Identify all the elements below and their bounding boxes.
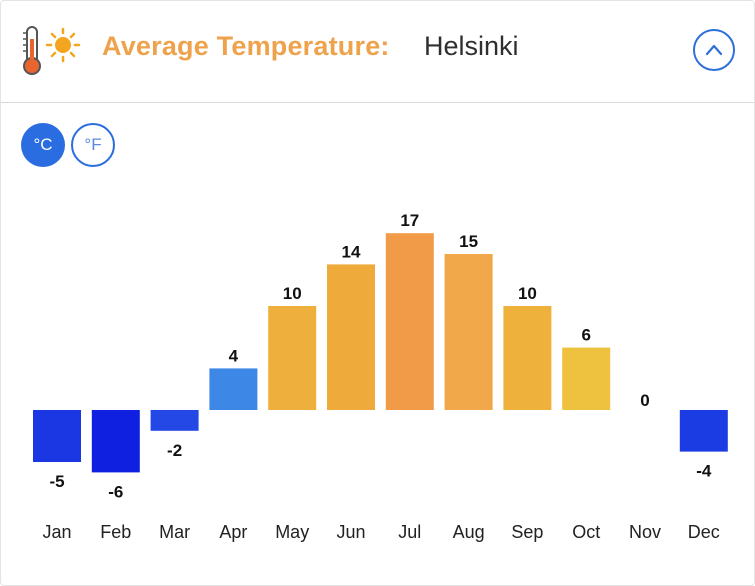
month-label-may: May (275, 522, 309, 542)
month-label-apr: Apr (219, 522, 247, 542)
bar-dec (679, 410, 728, 452)
month-label-jul: Jul (398, 522, 421, 542)
chevron-up-icon (705, 44, 723, 56)
month-label-aug: Aug (453, 522, 485, 542)
month-label-jan: Jan (42, 522, 71, 542)
bar-mar (150, 410, 199, 431)
value-label-jul: 17 (400, 211, 419, 230)
bar-apr (209, 368, 258, 410)
bar-jul (385, 233, 434, 410)
value-label-dec: -4 (696, 462, 712, 481)
value-label-mar: -2 (167, 441, 182, 460)
value-label-may: 10 (283, 284, 302, 303)
bar-oct (562, 347, 611, 410)
value-label-sep: 10 (518, 284, 537, 303)
collapse-button[interactable] (693, 29, 735, 71)
value-label-feb: -6 (108, 482, 123, 501)
bar-feb (91, 410, 140, 473)
value-label-oct: 6 (581, 326, 590, 345)
value-label-jan: -5 (49, 472, 64, 491)
value-label-jun: 14 (342, 242, 361, 261)
fahrenheit-toggle[interactable]: °F (71, 123, 115, 167)
month-label-sep: Sep (511, 522, 543, 542)
thermometer-sun-icon (23, 26, 81, 75)
month-label-oct: Oct (572, 522, 600, 542)
value-label-apr: 4 (229, 346, 239, 365)
card-header: Average Temperature: Helsinki (1, 1, 754, 103)
month-label-dec: Dec (688, 522, 720, 542)
value-label-nov: 0 (640, 391, 649, 410)
bar-sep (503, 306, 552, 410)
month-label-jun: Jun (336, 522, 365, 542)
city-name: Helsinki (424, 31, 519, 61)
celsius-toggle[interactable]: °C (21, 123, 65, 167)
month-label-mar: Mar (159, 522, 190, 542)
bar-aug (444, 254, 493, 410)
bar-jan (33, 410, 81, 462)
bar-may (268, 306, 317, 410)
card-title: Average Temperature: (102, 31, 390, 61)
bar-jun (327, 264, 375, 410)
month-label-feb: Feb (100, 522, 131, 542)
value-label-aug: 15 (459, 232, 478, 251)
month-label-nov: Nov (629, 522, 661, 542)
